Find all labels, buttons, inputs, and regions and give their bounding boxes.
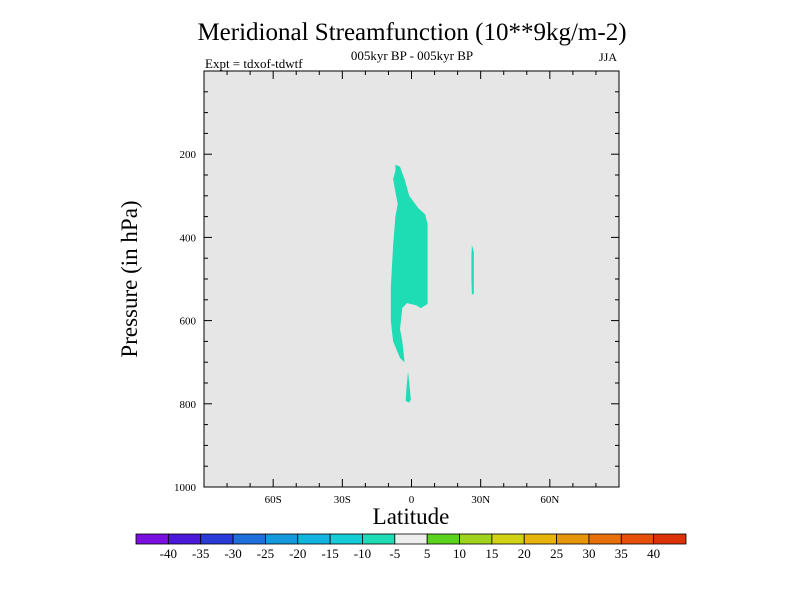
axis-ticks (204, 71, 619, 488)
colorbar-level-label: -5 (389, 546, 400, 561)
colorbar-level-label: -15 (321, 546, 338, 561)
contour-regions (390, 164, 474, 403)
colorbar-level-label: 5 (424, 546, 431, 561)
colorbar-swatch (620, 533, 655, 545)
y-tick-label: 800 (180, 399, 197, 411)
y-axis-label: Pressure (in hPa) (117, 200, 142, 357)
colorbar-level-label: 35 (615, 546, 628, 561)
colorbar-swatch (588, 533, 622, 545)
colorbar-level-label: -25 (257, 546, 274, 561)
colorbar-level-label: -20 (289, 546, 306, 561)
tick-labels: 60S 30S 0 30N 60N 200 400 600 800 1000 (174, 149, 559, 506)
colorbar-level-label: -10 (354, 546, 371, 561)
x-tick-label: 30N (471, 494, 490, 506)
x-axis-label: Latitude (373, 504, 450, 529)
colorbar-swatch (394, 533, 428, 545)
colorbar-level-label: 40 (647, 546, 660, 561)
plot-frame (203, 70, 620, 488)
x-tick-label: 30S (334, 494, 351, 506)
colorbar-swatch (232, 533, 266, 545)
colorbar-swatch (265, 533, 299, 545)
colorbar-swatch (459, 533, 493, 545)
colorbar-swatch (523, 533, 557, 545)
colorbar-level-label: 10 (453, 546, 466, 561)
colorbar-swatch (362, 533, 396, 545)
contour-region-3 (471, 244, 474, 295)
colorbar: -40 -35 -30 -25 -20 -15 -10 -5 5 10 15 20 25 30 35 40 (135, 533, 687, 561)
y-tick-label: 1000 (174, 482, 197, 494)
x-tick-label: 60S (265, 494, 282, 506)
colorbar-level-label: -35 (192, 546, 209, 561)
chart-subtitle: 005kyr BP - 005kyr BP (351, 48, 473, 63)
season-label: JJA (599, 50, 617, 64)
colorbar-swatch (167, 533, 202, 545)
y-tick-label: 600 (180, 316, 197, 328)
colorbar-swatch (653, 533, 687, 545)
colorbar-swatch (329, 533, 363, 545)
colorbar-level-label: -30 (224, 546, 241, 561)
x-tick-label: 60N (540, 494, 559, 506)
x-tick-label: 0 (409, 494, 415, 506)
colorbar-swatch (135, 533, 169, 545)
chart-title: Meridional Streamfunction (10**9kg/m-2) (197, 19, 626, 46)
colorbar-swatch (297, 533, 331, 545)
colorbar-level-label: 30 (582, 546, 595, 561)
contour-region-2 (405, 371, 411, 403)
colorbar-level-label: 20 (518, 546, 531, 561)
colorbar-level-label: 15 (485, 546, 498, 561)
colorbar-swatch (426, 533, 460, 545)
colorbar-swatch (491, 533, 525, 545)
colorbar-level-label: -40 (160, 546, 177, 561)
colorbar-swatch (200, 533, 234, 545)
experiment-label: Expt = tdxof-tdwtf (205, 56, 303, 71)
y-tick-label: 200 (180, 149, 197, 161)
contour-region-1 (390, 164, 428, 363)
y-tick-label: 400 (180, 232, 197, 244)
colorbar-swatch (556, 533, 590, 545)
colorbar-level-label: 25 (550, 546, 563, 561)
